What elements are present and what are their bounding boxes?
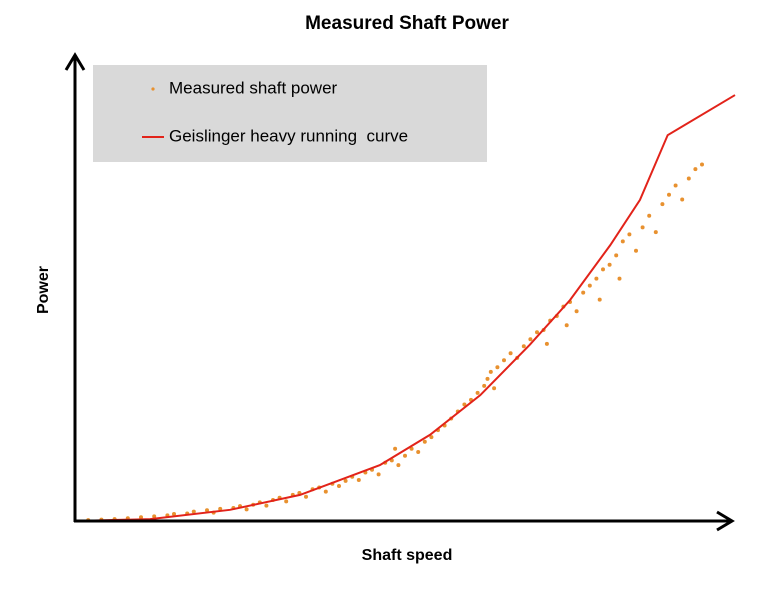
data-point xyxy=(416,450,421,455)
y-axis-arrow xyxy=(64,52,86,71)
data-point xyxy=(495,365,500,370)
data-point xyxy=(667,192,671,197)
data-point xyxy=(574,309,579,314)
data-point xyxy=(614,253,619,258)
data-point xyxy=(376,472,381,477)
data-point xyxy=(620,239,625,244)
data-line xyxy=(74,94,736,522)
legend-marker xyxy=(151,87,155,91)
data-point xyxy=(284,499,289,504)
data-point xyxy=(544,341,549,346)
data-point xyxy=(482,383,487,388)
data-point xyxy=(535,330,539,335)
data-point xyxy=(581,290,586,295)
data-point xyxy=(640,225,645,230)
data-point xyxy=(488,369,493,374)
data-point xyxy=(597,297,602,302)
data-point xyxy=(653,230,658,235)
data-point xyxy=(686,176,691,181)
legend-label: Geislinger heavy running curve xyxy=(169,126,408,145)
axes xyxy=(64,52,735,532)
data-point xyxy=(700,162,704,167)
data-point xyxy=(587,283,592,288)
data-point xyxy=(680,197,685,202)
data-point xyxy=(502,358,506,363)
data-point xyxy=(660,202,665,207)
data-point xyxy=(356,477,361,482)
chart-title: Measured Shaft Power xyxy=(305,13,509,34)
data-point xyxy=(647,213,652,218)
data-point xyxy=(492,386,497,391)
data-point xyxy=(508,351,513,356)
data-point xyxy=(601,267,605,272)
data-point xyxy=(564,323,569,328)
data-point xyxy=(485,376,490,381)
data-point xyxy=(594,276,599,281)
data-point xyxy=(627,232,632,237)
data-point xyxy=(343,478,348,483)
data-point xyxy=(304,494,308,499)
data-point xyxy=(693,167,698,172)
x-axis-label: Shaft speed xyxy=(362,547,453,564)
data-point xyxy=(403,453,407,458)
x-axis-arrow xyxy=(716,510,735,532)
data-point xyxy=(244,507,249,512)
data-point xyxy=(475,390,480,395)
y-axis-label: Power xyxy=(35,266,52,314)
data-point xyxy=(191,509,196,514)
data-point xyxy=(139,515,143,520)
legend-label: Measured shaft power xyxy=(169,78,338,97)
legend-box xyxy=(93,65,487,162)
data-point xyxy=(521,344,526,349)
data-point xyxy=(152,514,157,519)
data-point xyxy=(462,402,467,407)
data-point xyxy=(337,484,341,489)
data-point xyxy=(409,446,414,451)
data-point xyxy=(673,183,678,188)
data-point xyxy=(205,508,209,513)
data-point xyxy=(607,262,612,267)
data-point xyxy=(422,439,427,444)
plot-area xyxy=(74,94,736,523)
data-point xyxy=(172,512,176,517)
data-point xyxy=(264,503,269,508)
data-point xyxy=(393,446,398,451)
data-point xyxy=(323,489,328,494)
data-point xyxy=(396,463,401,468)
data-point xyxy=(429,435,434,440)
data-point xyxy=(528,337,533,342)
data-point xyxy=(634,248,638,253)
data-point xyxy=(617,276,622,281)
